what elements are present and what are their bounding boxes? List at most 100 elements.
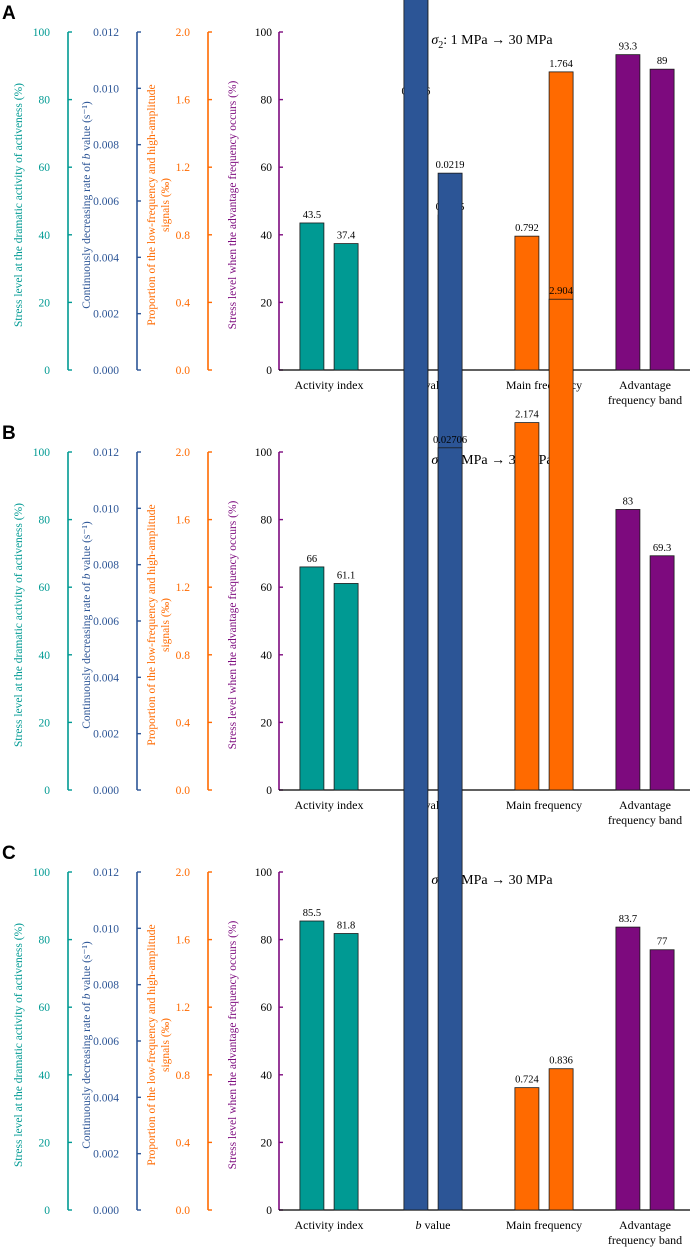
tick-label: 1.2 — [176, 1002, 191, 1014]
bar-bvalue-1 — [403, 0, 429, 1211]
tick-label: 0.000 — [93, 365, 119, 377]
x-tick-label: frequency band — [608, 1233, 682, 1247]
tick-label: 100 — [255, 447, 273, 459]
tick-label: 40 — [39, 1070, 51, 1082]
chart-title: σ2: 1 MPa → 30 MPa — [431, 33, 553, 51]
tick-label: 0 — [266, 1205, 272, 1217]
tick-label: 40 — [39, 650, 51, 662]
bar-band-1 — [615, 509, 641, 791]
tick-label: 20 — [39, 1137, 51, 1149]
bar-band-2 — [649, 949, 675, 1211]
bar-mainfreq-1 — [514, 235, 540, 371]
y-axis-band: 0 20 40 60 80 100 Stress level when the advant… — [227, 447, 283, 797]
tick-label: 0.0 — [176, 785, 191, 797]
tick-label: 80 — [261, 515, 273, 527]
data-label: 2.174 — [515, 410, 539, 421]
bar-band-2 — [649, 68, 675, 371]
tick-label: 0.004 — [93, 1092, 119, 1104]
panel-letter: C — [2, 843, 16, 864]
data-label: 61.1 — [337, 570, 355, 581]
y-axis-title: Stress level at the dramatic activity of… — [13, 503, 25, 747]
bar-activity-2 — [333, 243, 359, 371]
tick-label: 60 — [39, 162, 51, 174]
data-label: 43.5 — [303, 210, 321, 221]
y-axis-title: signals (‰) — [160, 598, 172, 652]
tick-label: 100 — [255, 867, 273, 879]
data-label: 81.8 — [337, 921, 355, 932]
panel-B: B 0 20 40 60 80 100 Stress level at the dramati… — [2, 0, 690, 827]
y-axis-title: Continuously decreasing rate of b value … — [81, 101, 93, 309]
y-axis-title: Stress level when the advantage frequenc… — [227, 500, 239, 749]
x-tick-label: Activity index — [295, 798, 364, 812]
y-axis-title: Continuously decreasing rate of b value … — [81, 521, 93, 729]
x-tick-label: b value — [416, 1218, 451, 1232]
tick-label: 40 — [39, 230, 51, 242]
x-tick-label: frequency band — [608, 393, 682, 407]
tick-label: 20 — [261, 1137, 273, 1149]
y-axis-activity: 0 20 40 60 80 100 Stress level at the dramatic… — [13, 27, 72, 377]
tick-label: 1.6 — [176, 935, 191, 947]
data-label: 0.792 — [515, 223, 539, 234]
bar-band-2 — [649, 555, 675, 791]
tick-label: 60 — [39, 582, 51, 594]
bar-mainfreq-2 — [548, 1068, 574, 1211]
bar-mainfreq-2 — [548, 298, 574, 791]
data-label: 0.0219 — [436, 160, 465, 171]
tick-label: 20 — [261, 717, 273, 729]
tick-label: 0.0 — [176, 365, 191, 377]
panel-letter: A — [2, 3, 16, 24]
bar-band-1 — [615, 926, 641, 1211]
bar-bvalue-2 — [437, 447, 463, 1211]
tick-label: 0.010 — [93, 503, 119, 515]
tick-label: 60 — [261, 582, 273, 594]
tick-label: 0 — [44, 785, 50, 797]
tick-label: 20 — [261, 297, 273, 309]
tick-label: 60 — [39, 1002, 51, 1014]
tick-label: 0.000 — [93, 1205, 119, 1217]
tick-label: 40 — [261, 1070, 273, 1082]
y-axis-mainfreq: 0.0 0.4 0.8 1.2 1.6 2.0 Proportion of the low-… — [146, 447, 212, 797]
bar-activity-1 — [299, 222, 325, 371]
data-label: 2.904 — [549, 286, 573, 297]
tick-label: 100 — [255, 27, 273, 39]
y-axis-title: Stress level when the advantage frequenc… — [227, 80, 239, 329]
bar-activity-1 — [299, 566, 325, 791]
tick-label: 0 — [44, 1205, 50, 1217]
y-axis-title: signals (‰) — [160, 178, 172, 232]
y-axis-bvalue: 0.000 0.002 0.004 0.006 0.008 0.010 0.012 Conti… — [81, 867, 141, 1217]
tick-label: 60 — [261, 162, 273, 174]
tick-label: 80 — [39, 515, 51, 527]
tick-label: 0.4 — [176, 297, 191, 309]
y-axis-activity: 0 20 40 60 80 100 Stress level at the dramatic… — [13, 447, 72, 797]
tick-label: 1.6 — [176, 95, 191, 107]
tick-label: 1.2 — [176, 162, 191, 174]
tick-label: 80 — [39, 95, 51, 107]
data-label: 83.7 — [619, 914, 637, 925]
y-axis-title: Proportion of the low-frequency and high… — [146, 84, 158, 325]
x-tick-label: Main frequency — [506, 1218, 582, 1232]
y-axis-title: signals (‰) — [160, 1018, 172, 1072]
y-axis-title: Stress level when the advantage frequenc… — [227, 920, 239, 1169]
bar-band-1 — [615, 54, 641, 371]
tick-label: 0.002 — [93, 309, 119, 321]
x-tick-label: Advantage — [619, 378, 671, 392]
data-label: 85.5 — [303, 908, 321, 919]
tick-label: 80 — [261, 95, 273, 107]
data-label: 89 — [657, 56, 668, 67]
tick-label: 80 — [39, 935, 51, 947]
tick-label: 0.008 — [93, 980, 119, 992]
tick-label: 20 — [39, 717, 51, 729]
x-tick-label: Main frequency — [506, 798, 582, 812]
tick-label: 0 — [266, 785, 272, 797]
panel-C: C 0 20 40 60 80 100 Stress level at the dramati… — [2, 0, 690, 1247]
tick-label: 0.8 — [176, 650, 191, 662]
tick-label: 40 — [261, 650, 273, 662]
data-label: 93.3 — [619, 42, 637, 53]
tick-label: 0 — [44, 365, 50, 377]
data-label: 37.4 — [337, 231, 356, 242]
tick-label: 0.006 — [93, 196, 119, 208]
data-label: 69.3 — [653, 543, 671, 554]
tick-label: 20 — [39, 297, 51, 309]
data-label: 0.02706 — [433, 435, 467, 446]
